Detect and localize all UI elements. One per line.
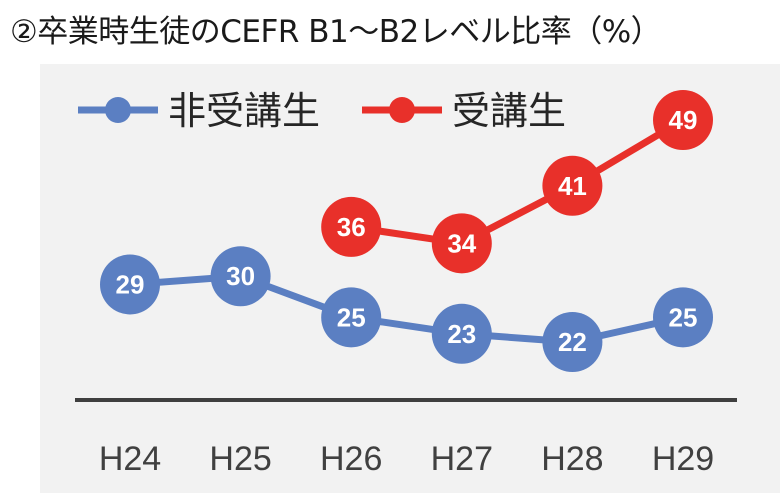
data-label: 41 [558,171,587,201]
data-point [542,155,603,216]
data-point [321,287,382,348]
data-label: 36 [337,212,366,242]
data-label: 29 [116,269,145,299]
x-tick-label: H28 [541,440,603,478]
data-point [100,254,160,315]
series-line-2 [350,116,685,247]
x-tick-label: H26 [320,440,382,478]
data-point [653,90,713,150]
data-point [653,287,713,348]
data-label: 23 [447,319,476,349]
data-point [431,303,492,364]
data-label: 25 [669,302,698,332]
data-label: 34 [447,228,476,258]
data-label: 49 [669,105,698,135]
data-label: 22 [558,327,587,357]
legend-label: 受講生 [452,89,566,133]
data-point [431,213,492,274]
legend-label: 非受講生 [168,89,320,133]
x-tick-label: H27 [431,440,493,478]
x-tick-label: H25 [209,440,271,478]
x-tick-label: H24 [99,440,161,478]
legend-marker [105,97,131,123]
data-label: 30 [226,261,255,291]
data-point [321,196,382,257]
legend-marker [389,97,415,123]
chart-title: ②卒業時生徒のCEFR B1～B2レベル比率（%） [10,14,662,50]
data-point [210,246,271,307]
data-point [542,312,603,372]
data-label: 25 [337,302,366,332]
x-tick-label: H29 [652,440,714,478]
